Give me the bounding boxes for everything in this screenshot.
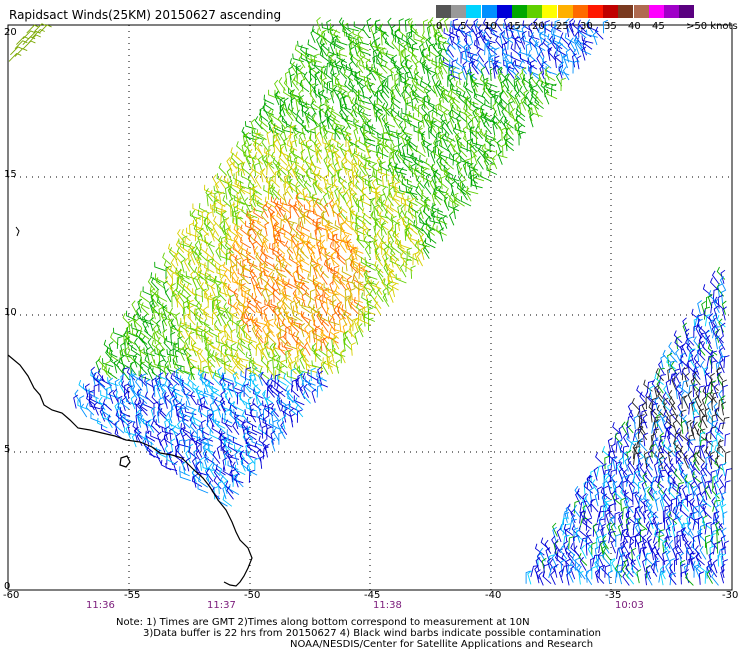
x-tick-label: -35 [605, 590, 622, 601]
x-tick-label: -50 [244, 590, 261, 601]
legend-swatch [679, 5, 695, 18]
legend-swatch [588, 5, 603, 18]
footnote-line-2: 3)Data buffer is 22 hrs from 20150627 4)… [143, 628, 601, 639]
legend-swatch [436, 5, 451, 18]
legend-swatch [466, 5, 482, 18]
legend-label: 15 [508, 21, 521, 32]
legend-label: 30 [580, 21, 593, 32]
y-tick-label: 0 [4, 581, 11, 592]
legend-swatch [664, 5, 679, 18]
pass-time-label: 11:37 [207, 600, 236, 611]
x-tick-label: -55 [124, 590, 141, 601]
legend-swatch [572, 5, 588, 18]
legend-label: 25 [556, 21, 569, 32]
legend-swatch [618, 5, 634, 18]
grid [8, 25, 732, 590]
legend-swatch [603, 5, 619, 18]
y-tick-label: 10 [4, 307, 17, 318]
footnote-line-3: NOAA/NESDIS/Center for Satellite Applica… [290, 639, 594, 650]
map-title: Rapidsact Winds(25KM) 20150627 ascending [9, 8, 282, 22]
x-tick-label: -40 [485, 590, 502, 601]
legend-label: 20 [532, 21, 545, 32]
map-frame [7, 24, 733, 591]
x-tick-label: -45 [364, 590, 381, 601]
legend-label: 0 [436, 21, 443, 32]
legend-label: 10 [484, 21, 497, 32]
legend-swatch [648, 5, 664, 18]
legend-swatch [512, 5, 527, 18]
y-tick-label: 15 [4, 169, 17, 180]
footnote-line-1: Note: 1) Times are GMT 2)Times along bot… [116, 617, 530, 628]
legend-swatch [481, 5, 497, 18]
legend-swatch [496, 5, 512, 18]
pass-time-label: 11:38 [373, 600, 402, 611]
legend-label: 45 [652, 21, 665, 32]
pass-time-label: 11:36 [86, 600, 115, 611]
legend-swatch [542, 5, 558, 18]
legend-swatch [451, 5, 467, 18]
x-tick-label: -60 [3, 590, 20, 601]
legend-label: 40 [628, 21, 641, 32]
legend-swatch [557, 5, 573, 18]
island-outline [119, 455, 131, 468]
y-tick-label: 5 [4, 444, 11, 455]
legend-swatch [527, 5, 543, 18]
legend-label: >50 knots [686, 21, 738, 32]
pass-time-label: 10:03 [615, 600, 644, 611]
legend-swatch [633, 5, 649, 18]
y-tick-label: 20 [4, 27, 17, 38]
legend-label: 35 [604, 21, 617, 32]
x-tick-label: -30 [722, 590, 739, 601]
legend-label: 5 [460, 21, 467, 32]
small-island-outline [15, 226, 20, 237]
wind-barbs [8, 16, 732, 586]
coastline [7, 354, 253, 587]
